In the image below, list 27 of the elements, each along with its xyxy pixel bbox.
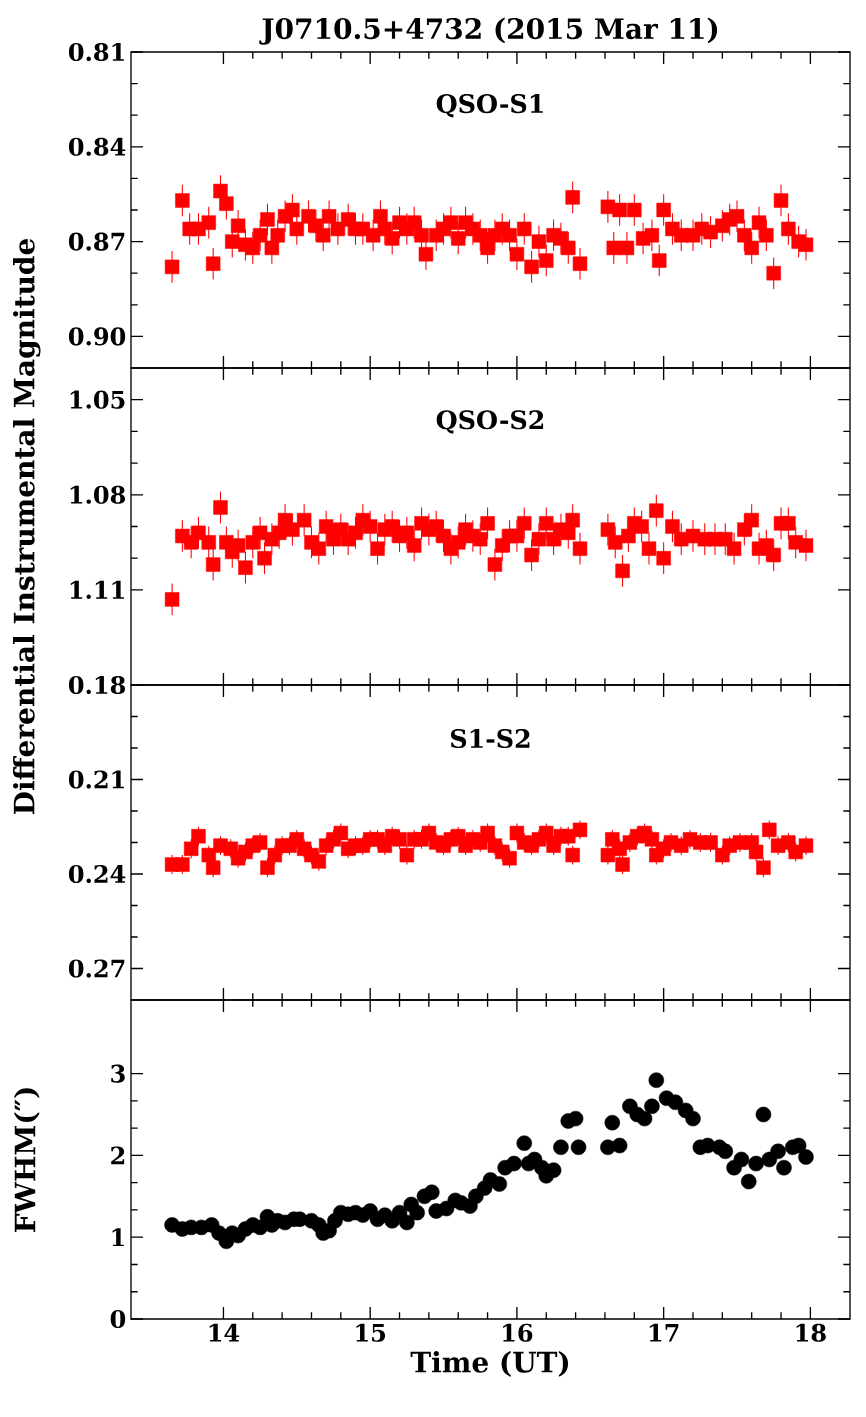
- y-tick-label: 1.08: [70, 485, 126, 504]
- y-tick-label: 1.05: [70, 390, 125, 409]
- annotation: QSO-S2: [436, 410, 544, 434]
- x-tick-label: 15: [356, 1323, 386, 1342]
- y-tick-label: 1.11: [70, 580, 124, 599]
- y-tick-label: 0.87: [68, 232, 125, 251]
- y-axis-title: Differential Instrumental Magnitude: [13, 238, 41, 814]
- y-tick-label: 0.27: [68, 959, 125, 978]
- x-tick-label: 17: [649, 1323, 679, 1342]
- x-tick-label: 16: [503, 1323, 533, 1342]
- chart-title: J0710.5+4732 (2015 Mar 11): [259, 17, 718, 45]
- y-tick-label: 2: [111, 1146, 125, 1165]
- y-tick-label: 1: [112, 1228, 124, 1247]
- y-tick-label: 0.90: [68, 327, 126, 346]
- x-tick-label: 18: [796, 1323, 826, 1342]
- y-axis-title: FWHM(″): [13, 1088, 40, 1233]
- y-tick-label: 0: [110, 1309, 126, 1329]
- y-tick-label: 0.21: [68, 770, 124, 789]
- annotation: S1-S2: [450, 728, 530, 749]
- annotation: QSO-S1: [436, 94, 543, 118]
- y-tick-label: 3: [111, 1064, 125, 1083]
- x-axis-title: Time (UT): [410, 1351, 569, 1377]
- x-tick-label: 14: [209, 1323, 240, 1342]
- y-tick-label: 0.81: [68, 42, 124, 62]
- y-tick-label: 0.18: [68, 675, 126, 695]
- y-tick-label: 0.84: [68, 137, 126, 156]
- y-tick-label: 0.24: [68, 864, 126, 884]
